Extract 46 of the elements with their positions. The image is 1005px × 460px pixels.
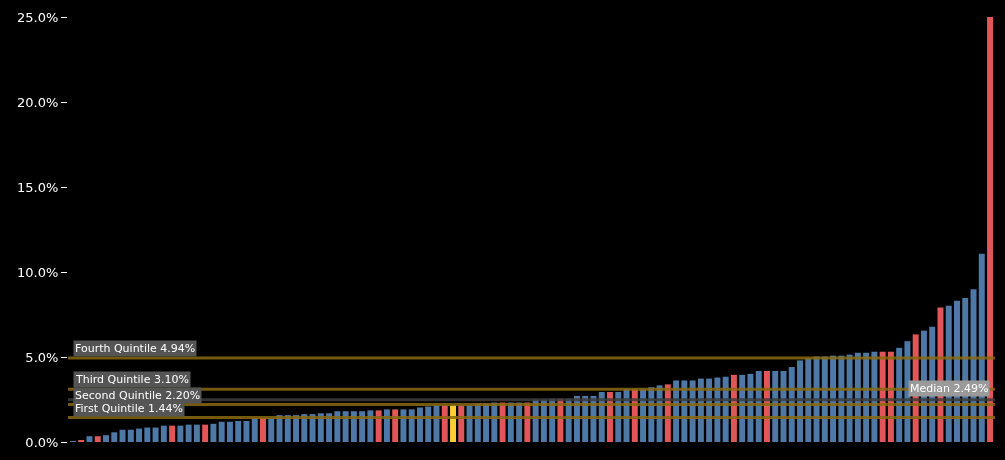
bar	[226, 421, 233, 442]
bar	[210, 423, 217, 442]
y-tick-label: 10.0%	[17, 264, 59, 280]
bar	[408, 409, 415, 442]
ref-line-label: Third Quintile 3.10%	[75, 373, 189, 386]
bar	[119, 429, 126, 442]
bar	[111, 432, 118, 442]
bar	[136, 428, 143, 442]
bar	[193, 424, 200, 442]
bar	[94, 436, 101, 442]
bar	[350, 411, 357, 442]
bar	[177, 425, 184, 442]
bar	[152, 427, 159, 442]
bar	[251, 418, 258, 442]
bar	[367, 410, 374, 442]
bar	[375, 410, 382, 442]
bar	[243, 420, 250, 442]
bar	[160, 425, 167, 442]
bar	[218, 421, 225, 442]
bar	[425, 406, 432, 442]
ref-line-label: Median 2.49%	[910, 382, 989, 395]
bar	[235, 420, 242, 442]
y-tick-label: 20.0%	[17, 94, 59, 110]
bar	[144, 427, 151, 442]
ref-line-label: Fourth Quintile 4.94%	[75, 342, 196, 355]
y-tick-label: 25.0%	[17, 9, 59, 25]
bar	[416, 407, 423, 442]
bar	[202, 424, 209, 442]
bar	[268, 418, 275, 442]
bar	[987, 17, 994, 442]
ref-line-label: Second Quintile 2.20%	[75, 389, 201, 402]
bar	[169, 425, 176, 442]
bar	[392, 409, 399, 442]
bar	[383, 409, 390, 442]
ref-line-label: First Quintile 1.44%	[75, 402, 183, 415]
y-tick-label: 5.0%	[25, 349, 59, 365]
bar	[400, 409, 407, 442]
bar	[334, 411, 341, 442]
bar	[103, 435, 109, 442]
bar	[185, 424, 192, 442]
y-tick-label: 0.0%	[25, 434, 59, 450]
bar	[342, 411, 349, 442]
bar	[260, 418, 266, 442]
bar	[127, 429, 134, 442]
y-tick-label: 15.0%	[17, 179, 59, 195]
bar	[359, 411, 366, 442]
